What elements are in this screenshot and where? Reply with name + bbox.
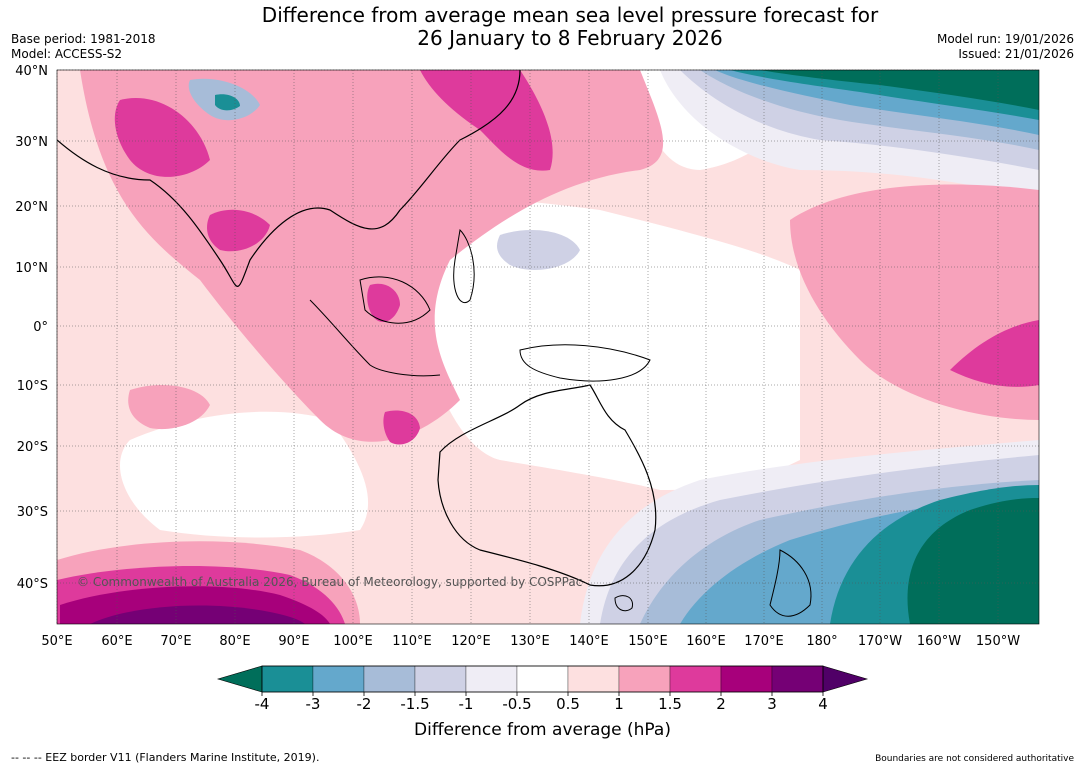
- colorbar-segment: [414, 665, 467, 693]
- model-run: Model run: 19/01/2026: [936, 32, 1074, 46]
- neutral-region-pacific: [400, 198, 800, 490]
- pos-anomaly-southern-ocean-core: [90, 605, 305, 624]
- new-guinea-outline: [519, 344, 651, 382]
- lon-label: 90°E: [278, 634, 309, 649]
- philippines-outline: [453, 228, 475, 303]
- lon-label: 160°E: [686, 634, 726, 649]
- colorbar-tick-label: 2: [716, 695, 726, 713]
- neg-anomaly-core-north: [760, 70, 1039, 110]
- colorbar-tick-label: 3: [767, 695, 777, 713]
- lat-label: 10°N: [15, 261, 48, 276]
- pos-anomaly-core-central-pacific: [950, 320, 1039, 387]
- map-title: Difference from average mean sea level p…: [0, 4, 1085, 50]
- colorbar-segment: [261, 665, 314, 693]
- pos-anomaly-core-indian-ocean: [383, 410, 420, 445]
- neutral-region-indian-ocean: [120, 411, 369, 538]
- lon-label: 140°E: [569, 634, 609, 649]
- colorbar-segment: [720, 665, 773, 693]
- lon-label: 160°W: [917, 634, 961, 649]
- lon-label: 50°E: [41, 634, 72, 649]
- lon-label: 170°W: [858, 634, 902, 649]
- colorbar-tick-label: -0.5: [502, 695, 531, 713]
- australia-outline: [437, 384, 657, 587]
- meta-right: Model run: 19/01/2026 Issued: 21/01/2026: [937, 32, 1074, 62]
- lon-label: 130°E: [510, 634, 550, 649]
- lat-label: 0°: [33, 320, 48, 335]
- meta-left: Base period: 1981-2018 Model: ACCESS-S2: [11, 32, 156, 62]
- colorbar-tick-label: 4: [818, 695, 828, 713]
- lat-label: 20°N: [15, 200, 48, 215]
- asia-coast-outline: [57, 70, 521, 287]
- lat-label: 40°N: [15, 64, 48, 79]
- colorbar-segment: [567, 665, 620, 693]
- lon-label: 110°E: [392, 634, 432, 649]
- pressure-anomaly-map: 40°N 30°N 20°N 10°N 0° 10°S 20°S 30°S 40°S 50°E 6…: [15, 64, 1040, 649]
- lon-label: 150°E: [628, 634, 668, 649]
- colorbar-tick-label: -1: [459, 695, 474, 713]
- pos-anomaly-core-east-asia: [420, 70, 553, 171]
- colorbar-segment: [465, 665, 518, 693]
- lat-label: 20°S: [17, 440, 48, 455]
- lon-label: 150°W: [976, 634, 1020, 649]
- lat-label: 40°S: [17, 577, 48, 592]
- colorbar-segment: [669, 665, 722, 693]
- colorbar-ticks: -4 -3 -2 -1.5 -1 -0.5 0.5 1 1.5 2 3 4: [255, 692, 828, 713]
- title-line-2: 26 January to 8 February 2026: [417, 26, 723, 50]
- colorbar-tick-label: -4: [255, 695, 270, 713]
- neg-anomaly-core-tibet: [215, 94, 240, 111]
- model-name: Model: ACCESS-S2: [11, 47, 123, 61]
- tasmania-outline: [614, 595, 634, 612]
- colorbar-segment: [312, 665, 365, 693]
- longitude-labels: 50°E 60°E 70°E 80°E 90°E 100°E 110°E 120°E 130°E…: [41, 634, 1020, 649]
- colorbar-segment: [771, 665, 824, 693]
- neg-anomaly-philippine-sea: [497, 230, 580, 270]
- boundaries-note: Boundaries are not considered authoritat…: [875, 754, 1074, 764]
- lon-label: 120°E: [451, 634, 491, 649]
- lat-label: 10°S: [17, 379, 48, 394]
- map-frame: [56, 69, 1040, 625]
- colorbar-under-arrow: [216, 665, 263, 693]
- colorbar-segments: [216, 665, 869, 693]
- title-line-1: Difference from average mean sea level p…: [261, 3, 879, 27]
- issued-date: Issued: 21/01/2026: [958, 47, 1074, 61]
- lon-label: 100°E: [333, 634, 373, 649]
- lon-label: 70°E: [160, 634, 191, 649]
- colorbar-label: Difference from average (hPa): [414, 720, 671, 740]
- lon-label: 170°E: [744, 634, 784, 649]
- pos-anomaly-west-indian: [128, 385, 210, 430]
- colorbar-tick-label: 1.5: [658, 695, 682, 713]
- sumatra-java-outline: [309, 299, 441, 377]
- colorbar-tick-label: -1.5: [400, 695, 429, 713]
- pos-anomaly-core-india: [114, 98, 210, 177]
- colorbar-over-arrow: [822, 665, 869, 693]
- colorbar-segment: [516, 665, 569, 693]
- colorbar-tick-label: -3: [306, 695, 321, 713]
- latitude-labels: 40°N 30°N 20°N 10°N 0° 10°S 20°S 30°S 40°S: [15, 64, 48, 592]
- lon-label: 180°: [806, 634, 837, 649]
- colorbar-frame: [261, 665, 824, 693]
- base-period: Base period: 1981-2018: [11, 32, 156, 46]
- map-field: [57, 70, 1039, 624]
- neg-anomaly-core-south: [907, 498, 1039, 624]
- colorbar-segment: [363, 665, 416, 693]
- lon-label: 60°E: [101, 634, 132, 649]
- eez-note: -- -- -- EEZ border V11 (Flanders Marine…: [11, 751, 320, 764]
- colorbar-tick-label: 0.5: [556, 695, 580, 713]
- new-zealand-outline: [769, 549, 812, 617]
- colorbar-segment: [618, 665, 671, 693]
- colorbar-tick-label: -2: [357, 695, 372, 713]
- borneo-outline: [359, 276, 431, 324]
- lon-label: 80°E: [219, 634, 250, 649]
- colorbar-tick-label: 1: [614, 695, 624, 713]
- colorbar: -4 -3 -2 -1.5 -1 -0.5 0.5 1 1.5 2 3 4: [216, 665, 869, 713]
- lat-label: 30°S: [17, 505, 48, 520]
- pos-anomaly-core-borneo: [367, 283, 400, 323]
- lat-label: 30°N: [15, 135, 48, 150]
- pos-anomaly-core-bay-of-bengal: [207, 209, 270, 252]
- copyright-notice: © Commonwealth of Australia 2026, Bureau…: [77, 575, 582, 589]
